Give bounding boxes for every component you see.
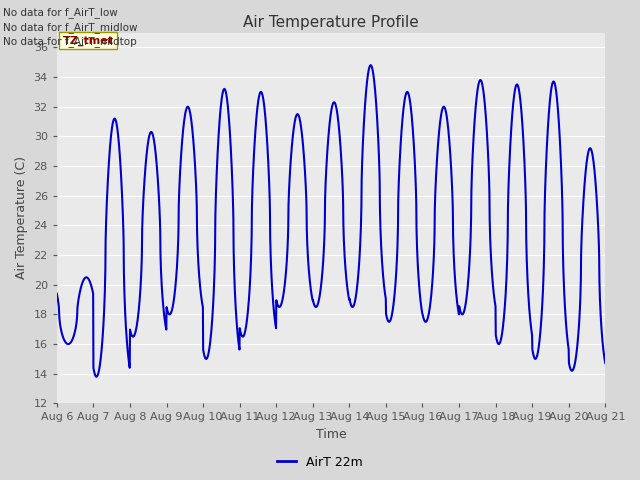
Title: Air Temperature Profile: Air Temperature Profile — [243, 15, 419, 30]
Text: No data for f_AirT_midtop: No data for f_AirT_midtop — [3, 36, 137, 47]
Text: TZ_tmet: TZ_tmet — [62, 36, 113, 46]
Legend: AirT 22m: AirT 22m — [272, 451, 368, 474]
Y-axis label: Air Temperature (C): Air Temperature (C) — [15, 156, 28, 279]
Text: No data for f_AirT_low: No data for f_AirT_low — [3, 7, 118, 18]
X-axis label: Time: Time — [316, 428, 346, 441]
Text: No data for f_AirT_midlow: No data for f_AirT_midlow — [3, 22, 138, 33]
